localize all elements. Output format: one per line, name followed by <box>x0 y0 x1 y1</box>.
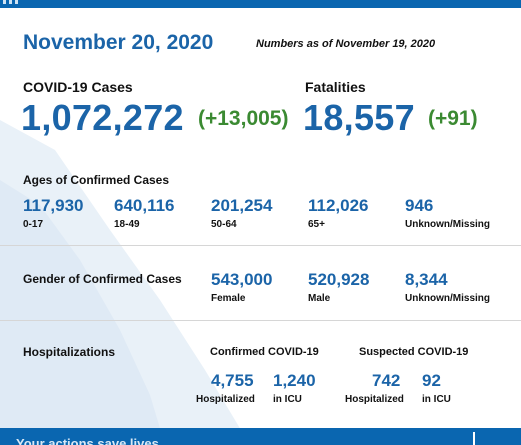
suspected-icu-label: in ICU <box>422 394 451 405</box>
cases-total: 1,072,272 <box>21 97 184 138</box>
cases-delta: (+13,005) <box>198 107 289 130</box>
gender-group-label: Male <box>308 293 331 304</box>
numbers-as-of-note: Numbers as of November 19, 2020 <box>256 38 436 50</box>
confirmed-icu-value: 1,240 <box>273 371 316 390</box>
section-divider <box>0 245 521 246</box>
age-group-label: 50-64 <box>211 219 237 230</box>
hospitalizations-section-label: Hospitalizations <box>23 345 116 359</box>
age-group-value: 112,026 <box>308 196 369 215</box>
suspected-icu-value: 92 <box>422 371 441 390</box>
suspected-covid-label: Suspected COVID-19 <box>359 346 469 358</box>
confirmed-hospitalized-label: Hospitalized <box>196 394 255 405</box>
confirmed-covid-label: Confirmed COVID-19 <box>210 346 319 358</box>
gender-group-label: Female <box>211 293 246 304</box>
fatalities-delta: (+91) <box>428 107 478 130</box>
ages-section-label: Ages of Confirmed Cases <box>23 173 170 187</box>
age-group-value: 640,116 <box>114 196 175 215</box>
section-divider <box>0 320 521 321</box>
gender-group-value: 520,928 <box>308 270 370 289</box>
top-banner <box>0 0 521 8</box>
age-group-value: 201,254 <box>211 196 273 215</box>
cases-label: COVID-19 Cases <box>23 79 133 95</box>
age-group-label: 18-49 <box>114 219 140 230</box>
suspected-hospitalized-label: Hospitalized <box>345 394 404 405</box>
banner-tick <box>9 0 12 4</box>
confirmed-hospitalized-value: 4,755 <box>211 371 254 390</box>
footer-slogan: Your actions save lives <box>16 436 159 445</box>
gender-group-label: Unknown/Missing <box>405 293 490 304</box>
gender-section-label: Gender of Confirmed Cases <box>23 272 182 286</box>
banner-tick <box>15 0 18 4</box>
fatalities-total: 18,557 <box>303 97 415 138</box>
logo-mark-icon <box>473 432 475 445</box>
age-group-label: Unknown/Missing <box>405 219 490 230</box>
age-group-label: 0-17 <box>23 219 44 230</box>
gender-group-value: 8,344 <box>405 270 448 289</box>
gender-group-value: 543,000 <box>211 270 273 289</box>
bottom-banner: Your actions save lives <box>0 428 521 445</box>
age-group-value: 117,930 <box>23 196 84 215</box>
suspected-hospitalized-value: 742 <box>372 371 401 390</box>
confirmed-icu-label: in ICU <box>273 394 302 405</box>
banner-tick <box>3 0 6 4</box>
report-date: November 20, 2020 <box>23 31 214 54</box>
age-group-value: 946 <box>405 196 434 215</box>
fatalities-label: Fatalities <box>305 79 366 95</box>
age-group-label: 65+ <box>308 219 325 230</box>
